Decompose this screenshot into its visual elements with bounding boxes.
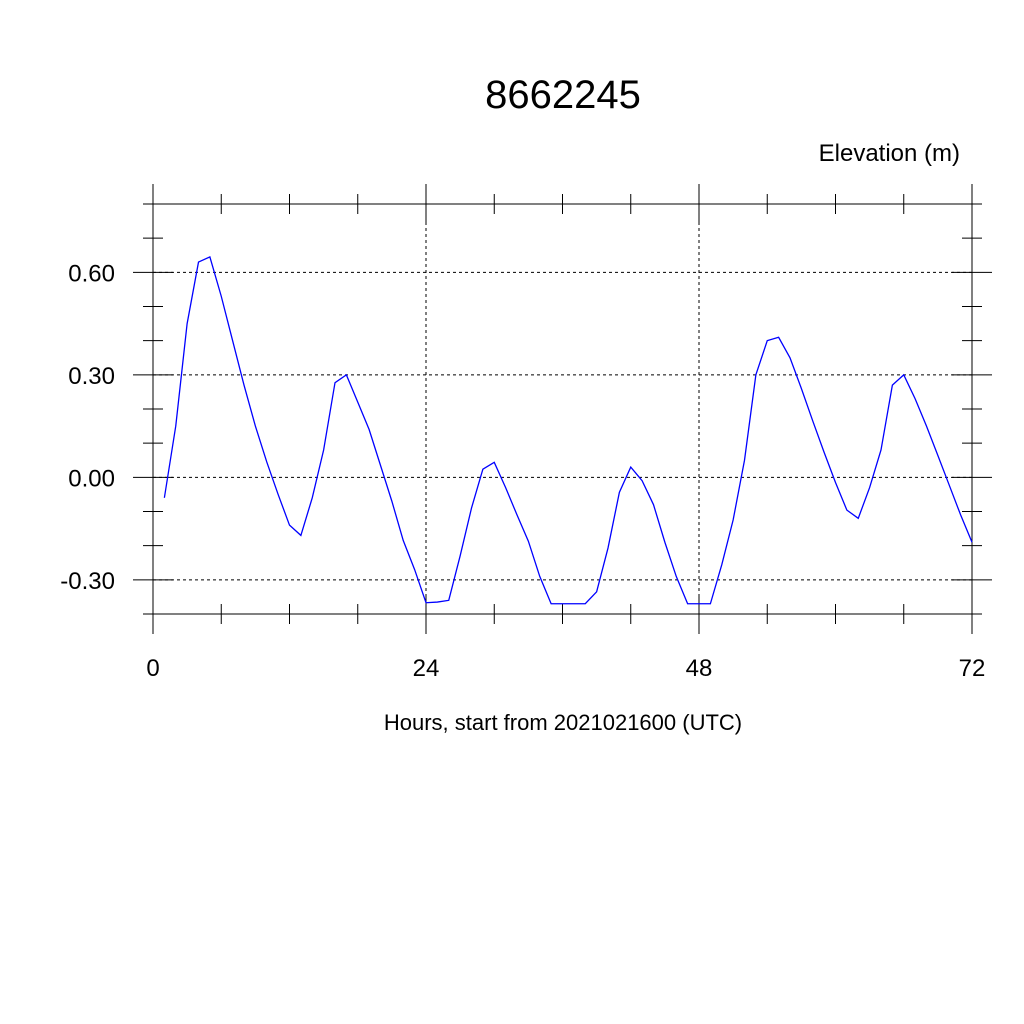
x-tick-label: 24 [413,655,440,682]
y-tick-label: 0.60 [68,260,115,287]
x-axis-label: Hours, start from 2021021600 (UTC) [384,710,742,735]
chart-title: 8662245 [485,73,641,117]
x-tick-label: 0 [146,655,159,682]
series-line [163,256,973,605]
axis-ticks [133,184,992,634]
x-tick-label: 48 [686,655,713,682]
y-tick-label: 0.00 [68,465,115,492]
y-tick-label: -0.30 [60,568,115,595]
tick-labels: 0 24 48 72 -0.30 0.00 0.30 0.60 [60,260,985,682]
y-axis-label: Elevation (m) [819,140,960,167]
x-tick-label: 72 [959,655,986,682]
plot-frame [152,203,973,615]
y-tick-label: 0.30 [68,363,115,390]
grid-lines [153,204,973,614]
